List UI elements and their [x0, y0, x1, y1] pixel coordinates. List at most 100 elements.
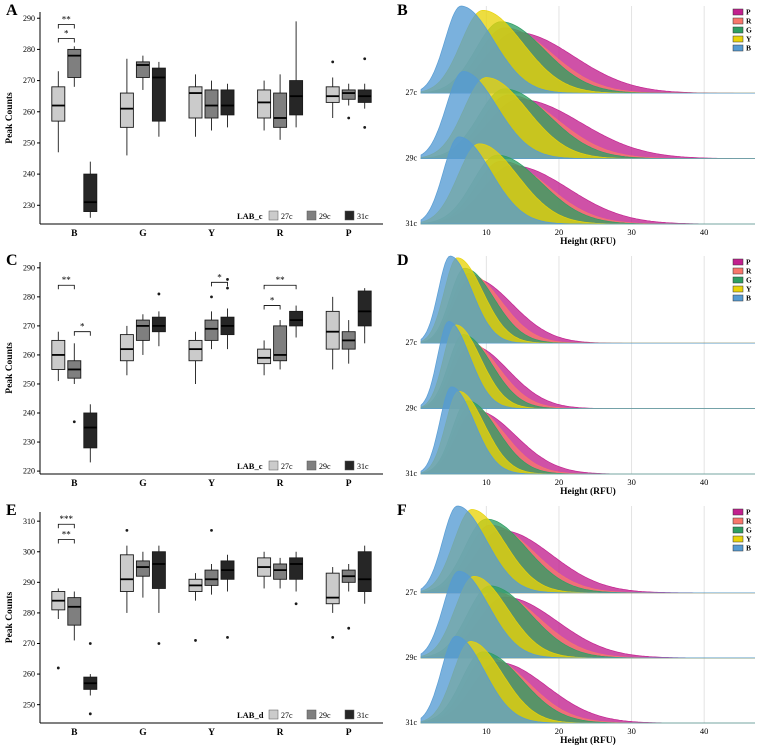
svg-text:270: 270: [23, 321, 35, 330]
svg-text:20: 20: [555, 726, 564, 736]
svg-text:240: 240: [23, 409, 35, 418]
svg-text:R: R: [277, 229, 284, 239]
svg-text:B: B: [746, 44, 751, 53]
svg-text:280: 280: [23, 609, 35, 618]
svg-text:**: **: [62, 14, 72, 24]
svg-text:R: R: [277, 479, 284, 489]
svg-text:Peak Counts: Peak Counts: [5, 92, 15, 144]
svg-text:40: 40: [700, 726, 709, 736]
svg-text:10: 10: [482, 227, 491, 237]
svg-text:LAB_d: LAB_d: [237, 710, 264, 720]
svg-text:G: G: [746, 26, 752, 35]
svg-text:Y: Y: [208, 479, 215, 489]
svg-text:**: **: [62, 530, 72, 540]
svg-text:**: **: [62, 275, 72, 285]
svg-text:27c: 27c: [281, 462, 293, 471]
svg-text:31c: 31c: [357, 212, 369, 221]
svg-text:B: B: [71, 728, 78, 738]
svg-text:*: *: [270, 296, 275, 306]
svg-text:290: 290: [23, 263, 35, 272]
panel-C: C 220 230 240 250 260 270 280 290 Peak Counts B G Y…: [0, 250, 391, 500]
svg-text:Y: Y: [208, 229, 215, 239]
svg-text:P: P: [746, 8, 751, 17]
svg-text:290: 290: [23, 578, 35, 587]
panel-B: B 10 20 30 40 Height (RFU) 27c 29c 31c P R G Y B: [391, 0, 763, 250]
svg-text:LAB_c: LAB_c: [237, 211, 263, 221]
svg-text:290: 290: [23, 14, 35, 23]
svg-text:Y: Y: [746, 535, 752, 544]
boxplot-C: 220 230 240 250 260 270 280 290 Peak Counts B G Y R P…: [5, 262, 383, 489]
svg-text:G: G: [139, 479, 147, 489]
svg-text:300: 300: [23, 547, 35, 556]
svg-text:P: P: [346, 728, 352, 738]
svg-text:230: 230: [23, 438, 35, 447]
svg-text:B: B: [71, 229, 78, 239]
svg-text:250: 250: [23, 380, 35, 389]
panel-F: F 10 20 30 40 Height (RFU) 27c 29c 31c P R G Y B: [391, 500, 763, 749]
svg-text:*: *: [80, 322, 85, 332]
svg-text:29c: 29c: [405, 404, 417, 413]
svg-text:27c: 27c: [405, 88, 417, 97]
svg-text:30: 30: [627, 477, 636, 487]
svg-text:30: 30: [627, 726, 636, 736]
svg-text:220: 220: [23, 467, 35, 476]
svg-text:280: 280: [23, 45, 35, 54]
svg-text:B: B: [746, 544, 751, 553]
svg-text:31c: 31c: [357, 462, 369, 471]
panel-label-A: A: [6, 2, 18, 19]
svg-text:30: 30: [627, 227, 636, 237]
svg-text:27c: 27c: [281, 212, 293, 221]
svg-text:**: **: [276, 275, 286, 285]
svg-text:260: 260: [23, 351, 35, 360]
svg-text:R: R: [746, 267, 752, 276]
svg-text:10: 10: [482, 477, 491, 487]
svg-text:Y: Y: [746, 35, 752, 44]
svg-text:270: 270: [23, 639, 35, 648]
svg-text:P: P: [346, 479, 352, 489]
svg-text:P: P: [746, 508, 751, 517]
panel-A: A 230 240 250 260 270 280 290 Peak Counts B G Y R P *…: [0, 0, 391, 250]
svg-text:B: B: [71, 479, 78, 489]
svg-text:Peak Counts: Peak Counts: [5, 342, 15, 394]
panel-E: E 250 260 270 280 290 300 310 Peak Counts B G Y R P *…: [0, 500, 391, 749]
svg-text:31c: 31c: [405, 718, 417, 727]
svg-text:20: 20: [555, 477, 564, 487]
svg-text:10: 10: [482, 726, 491, 736]
panel-label-C: C: [6, 252, 18, 269]
svg-text:40: 40: [700, 227, 709, 237]
svg-text:240: 240: [23, 170, 35, 179]
svg-text:29c: 29c: [405, 653, 417, 662]
svg-text:31c: 31c: [405, 469, 417, 478]
svg-text:Y: Y: [746, 285, 752, 294]
svg-text:***: ***: [60, 514, 74, 524]
svg-text:LAB_c: LAB_c: [237, 461, 263, 471]
svg-text:R: R: [277, 728, 284, 738]
svg-text:B: B: [746, 294, 751, 303]
svg-text:29c: 29c: [319, 711, 331, 720]
svg-text:280: 280: [23, 292, 35, 301]
panel-D: D 10 20 30 40 Height (RFU) 27c 29c 31c P R G Y B: [391, 250, 763, 500]
svg-text:31c: 31c: [357, 711, 369, 720]
svg-text:G: G: [746, 526, 752, 535]
svg-text:R: R: [746, 17, 752, 26]
svg-text:260: 260: [23, 670, 35, 679]
svg-text:Peak Counts: Peak Counts: [5, 591, 15, 643]
svg-text:P: P: [346, 229, 352, 239]
svg-text:250: 250: [23, 139, 35, 148]
svg-text:27c: 27c: [281, 711, 293, 720]
svg-text:Height (RFU): Height (RFU): [560, 486, 616, 497]
svg-text:Height (RFU): Height (RFU): [560, 236, 616, 247]
svg-text:27c: 27c: [405, 588, 417, 597]
svg-text:27c: 27c: [405, 338, 417, 347]
svg-text:*: *: [217, 272, 222, 282]
svg-text:P: P: [746, 258, 751, 267]
panel-label-D: D: [397, 252, 409, 269]
svg-text:G: G: [139, 728, 147, 738]
svg-text:G: G: [139, 229, 147, 239]
svg-text:29c: 29c: [319, 212, 331, 221]
svg-text:310: 310: [23, 517, 35, 526]
